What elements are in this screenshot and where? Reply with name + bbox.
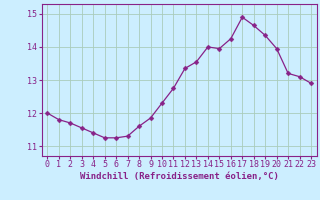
X-axis label: Windchill (Refroidissement éolien,°C): Windchill (Refroidissement éolien,°C): [80, 172, 279, 181]
